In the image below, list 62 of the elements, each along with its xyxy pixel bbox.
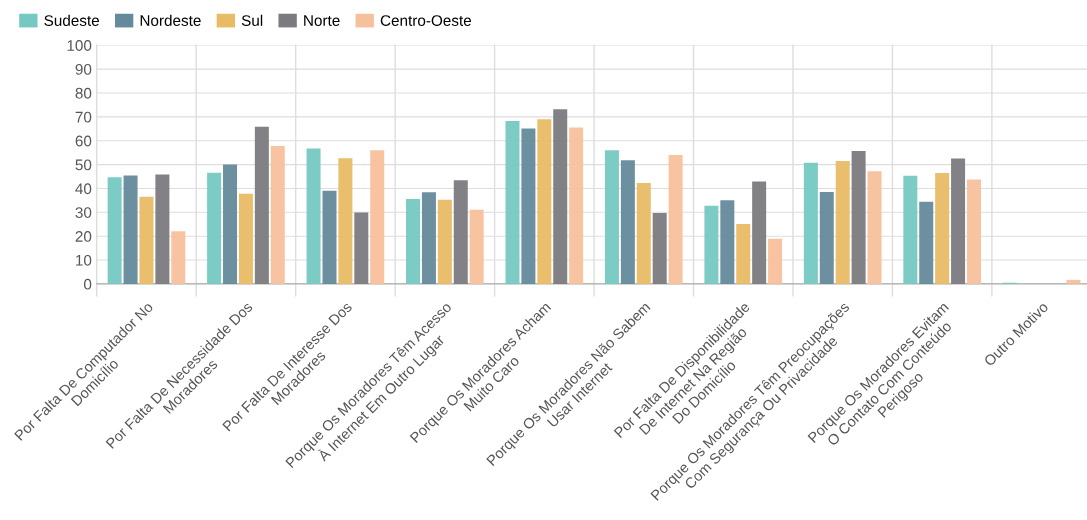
bar [553, 109, 568, 284]
bar [720, 200, 735, 284]
bar [1066, 279, 1081, 284]
bar [903, 175, 918, 284]
bar [306, 148, 321, 284]
y-tick-label: 60 [75, 135, 92, 147]
y-tick-label: 80 [75, 87, 92, 99]
bar [636, 182, 651, 284]
bar [107, 177, 122, 284]
bar [803, 162, 818, 284]
bar [851, 150, 866, 284]
bar [919, 201, 934, 284]
bar [935, 172, 950, 284]
y-tick-label: 0 [83, 278, 92, 290]
y-tick-label: 10 [76, 254, 92, 266]
bar [736, 224, 751, 284]
bar [569, 127, 584, 284]
bar [704, 205, 719, 284]
bar [338, 158, 353, 284]
bar [139, 196, 154, 284]
bar [752, 181, 767, 284]
y-tick-label: 90 [75, 63, 92, 75]
bar [406, 198, 421, 284]
y-tick-label: 50 [75, 159, 92, 171]
bar [652, 213, 667, 284]
bar [421, 192, 436, 284]
bar [437, 199, 452, 284]
bar [835, 161, 850, 284]
bar [223, 164, 238, 284]
bar [354, 212, 369, 284]
bar [521, 128, 536, 284]
bar [254, 126, 269, 284]
bar [768, 238, 783, 284]
bar [171, 231, 186, 284]
bar [469, 209, 484, 284]
legend-label: Nordeste [140, 14, 201, 26]
bar [238, 193, 253, 284]
y-tick-label: 20 [75, 231, 92, 242]
bar [668, 155, 683, 284]
bar [966, 179, 981, 284]
bar [207, 172, 222, 284]
bar [505, 120, 520, 284]
legend-label: Sudeste [44, 14, 100, 26]
bar [370, 150, 385, 284]
legend-label: Sul [241, 14, 263, 26]
legend-label: Centro-Oeste [380, 15, 472, 26]
y-tick-label: 30 [75, 207, 92, 218]
bar [819, 192, 834, 284]
bar [453, 180, 468, 284]
bar [604, 150, 619, 284]
y-tick-label: 40 [75, 183, 92, 195]
legend-label: Norte [304, 15, 340, 26]
bar [322, 190, 337, 284]
bar [123, 175, 138, 284]
bar [155, 174, 170, 284]
y-tick-label: 100 [67, 40, 92, 51]
y-tick-label: 70 [75, 111, 92, 123]
bar [537, 119, 552, 284]
bar [620, 160, 635, 284]
bar [867, 171, 882, 284]
bar [951, 158, 966, 284]
bar [270, 145, 285, 284]
